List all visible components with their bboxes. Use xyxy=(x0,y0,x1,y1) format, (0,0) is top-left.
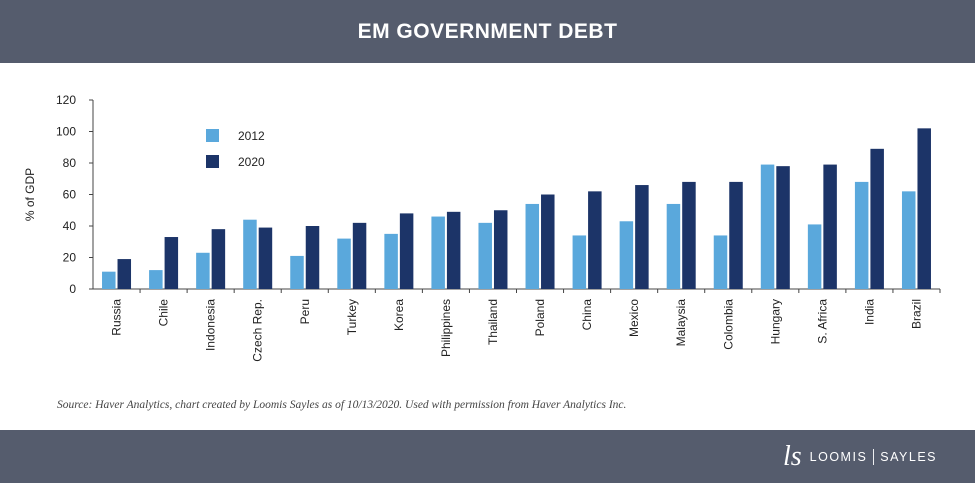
bar-2012-thailand xyxy=(478,222,492,289)
bar-2020-turkey xyxy=(352,222,367,289)
bar-2020-hungary xyxy=(776,166,790,289)
footer-band: ls LOOMIS SAYLES xyxy=(0,430,975,483)
y-tick-label: 100 xyxy=(56,125,76,139)
source-note: Source: Haver Analytics, chart created b… xyxy=(57,399,627,411)
logo-word-right: SAYLES xyxy=(880,450,937,464)
x-tick-label: Indonesia xyxy=(204,299,218,351)
bar-2012-poland xyxy=(525,203,540,289)
bar-2012-china xyxy=(572,235,587,289)
bar-2012-colombia xyxy=(713,235,728,289)
bar-2012-indonesia xyxy=(196,252,210,289)
bar-2020-russia xyxy=(117,259,132,289)
y-tick-label: 0 xyxy=(69,282,76,296)
bar-2020-korea xyxy=(399,213,414,289)
bar-2020-chile xyxy=(164,237,179,289)
x-tick-label: Malaysia xyxy=(674,299,688,347)
bar-2020-philippines xyxy=(446,211,461,289)
x-tick-label: Peru xyxy=(298,299,312,324)
bar-2012-peru xyxy=(290,255,304,289)
bar-2012-s-africa xyxy=(807,224,822,289)
x-tick-label: Poland xyxy=(533,299,547,336)
bar-2020-colombia xyxy=(729,181,743,289)
x-tick-label: Russia xyxy=(110,299,124,336)
bar-2020-mexico xyxy=(635,185,649,289)
bar-2012-hungary xyxy=(760,164,775,289)
bar-2020-poland xyxy=(541,194,555,289)
y-tick-label: 40 xyxy=(63,219,77,233)
y-axis-title: % of GDP xyxy=(23,168,37,221)
bar-2012-russia xyxy=(102,271,116,289)
x-tick-label: Thailand xyxy=(486,299,500,345)
chart-title: EM GOVERNMENT DEBT xyxy=(357,20,618,43)
x-tick-label: India xyxy=(862,299,876,325)
x-tick-label: Mexico xyxy=(627,299,641,337)
bar-2012-turkey xyxy=(337,238,351,289)
bar-2020-brazil xyxy=(917,128,931,289)
x-tick-label: Korea xyxy=(392,299,406,331)
bar-2020-s-africa xyxy=(823,164,837,289)
bar-2012-chile xyxy=(149,270,163,289)
bar-2020-peru xyxy=(305,226,320,289)
y-tick-label: 60 xyxy=(63,188,77,202)
legend-swatch-2012 xyxy=(206,129,219,142)
y-tick-label: 120 xyxy=(56,93,76,107)
y-tick-label: 20 xyxy=(63,251,77,265)
x-tick-label: Brazil xyxy=(909,299,923,329)
bar-2020-indonesia xyxy=(211,229,226,289)
x-tick-label: Colombia xyxy=(721,299,735,350)
bar-2012-brazil xyxy=(901,191,916,289)
bar-2020-malaysia xyxy=(682,181,696,289)
logo-mark: ls xyxy=(782,441,802,472)
bar-2012-malaysia xyxy=(666,203,681,289)
x-tick-label: Turkey xyxy=(345,299,359,335)
bar-2012-philippines xyxy=(431,216,445,289)
legend-label-2012: 2012 xyxy=(238,129,265,143)
legend-label-2020: 2020 xyxy=(238,155,265,169)
x-tick-label: China xyxy=(580,299,594,331)
bar-2012-mexico xyxy=(619,221,634,289)
x-tick-label: S. Africa xyxy=(815,299,829,344)
x-tick-label: Chile xyxy=(157,299,171,327)
logo-word-left: LOOMIS xyxy=(809,450,868,464)
bar-2012-czech-rep xyxy=(243,219,257,289)
chart: 0 20 40 60 80 100 120 % of GDP Russia Chile Indone… xyxy=(23,93,941,362)
bar-2020-czech-rep xyxy=(258,227,273,289)
bar-2020-india xyxy=(870,148,884,289)
bar-2012-korea xyxy=(384,233,398,289)
x-tick-label: Philippines xyxy=(439,299,453,357)
y-tick-label: 80 xyxy=(63,156,77,170)
logo-separator xyxy=(873,449,875,465)
x-tick-label: Czech Rep. xyxy=(251,299,265,362)
x-tick-label: Hungary xyxy=(768,299,782,344)
legend-swatch-2020 xyxy=(206,155,219,168)
bar-2020-china xyxy=(588,191,602,289)
header-band: EM GOVERNMENT DEBT xyxy=(0,0,975,63)
bar-2012-india xyxy=(854,181,869,289)
loomis-sayles-logo: ls LOOMIS SAYLES xyxy=(783,443,937,471)
bar-2020-thailand xyxy=(493,210,508,289)
